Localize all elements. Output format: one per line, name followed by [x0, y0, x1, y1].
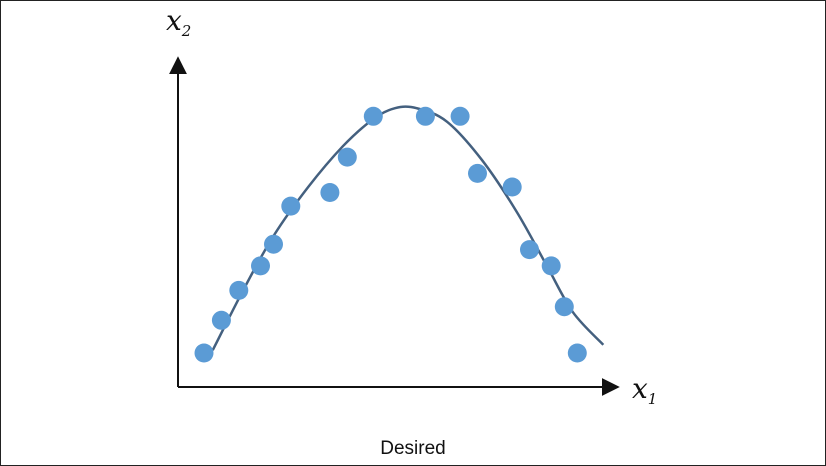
x-axis-label: x1	[632, 372, 657, 408]
fit-curve	[211, 105, 605, 351]
data-point-7	[320, 183, 340, 202]
x-axis-label-sub: 1	[648, 390, 658, 408]
data-point-5	[264, 234, 283, 254]
data-point-13	[502, 177, 522, 197]
data-point-16	[554, 297, 574, 317]
data-point-12	[468, 163, 487, 183]
data-point-3	[229, 280, 249, 300]
chart-caption: Desired	[380, 438, 446, 459]
x-axis-label-base: x	[632, 372, 648, 405]
data-point-4	[251, 256, 270, 276]
y-axis-label: x2	[166, 4, 191, 40]
data-point-2	[211, 310, 231, 330]
data-points	[194, 106, 587, 363]
y-axis-label-base: x	[166, 4, 182, 37]
data-point-8	[337, 147, 357, 167]
y-axis-label-sub: 2	[181, 22, 192, 40]
data-point-17	[567, 343, 587, 363]
data-point-10	[415, 106, 435, 126]
data-point-9	[363, 106, 383, 126]
data-point-1	[194, 343, 214, 363]
data-point-14	[520, 240, 539, 260]
data-point-11	[450, 106, 470, 126]
data-point-15	[541, 256, 561, 276]
data-point-6	[281, 196, 301, 216]
